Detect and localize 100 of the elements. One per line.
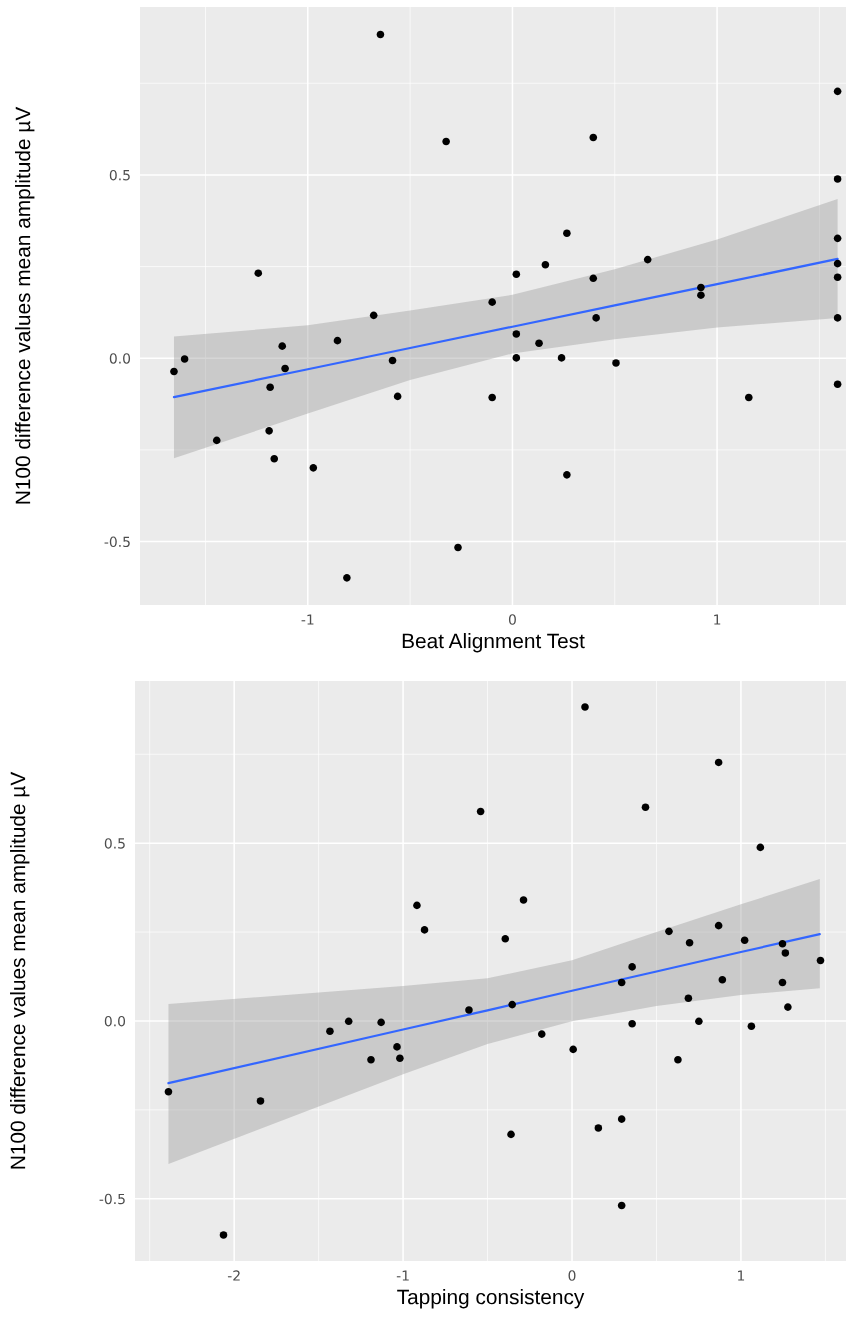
point [488,393,496,402]
point [281,364,289,373]
point [781,949,790,957]
point [643,255,652,264]
point [778,939,787,948]
point [326,1027,334,1036]
point [628,1020,636,1028]
x-axis-title: Beat Alignment Test [402,633,585,653]
point [388,356,397,365]
point [265,427,273,435]
y-axis-title: N100 difference values mean amplitude µV [15,106,35,504]
point [756,843,765,852]
point [420,926,429,934]
point [617,1201,626,1210]
point [535,339,543,348]
point [396,1054,404,1063]
point [557,354,566,362]
point [164,1087,173,1096]
point [617,1115,626,1123]
y-tick-label: -0.5 [99,1193,125,1205]
point [563,229,571,238]
point [270,454,279,463]
point [833,175,842,183]
point [413,901,421,910]
y-tick-label: 0.5 [109,169,130,181]
point [833,273,842,282]
point [778,978,787,987]
point [512,354,521,362]
point [519,896,528,904]
point [592,314,600,322]
point [465,1006,473,1014]
point [563,471,571,479]
point [833,234,842,243]
point [697,291,705,299]
point [393,392,402,401]
point [476,807,485,816]
point [665,927,673,936]
point [612,359,620,367]
x-tick-label: 1 [714,614,721,625]
point [254,269,263,277]
point [442,137,450,146]
x-tick-label: -1 [396,1270,409,1281]
point [278,342,287,350]
point [695,1017,703,1026]
point [569,1045,577,1054]
point [581,703,589,711]
x-tick-label: -2 [227,1270,240,1281]
point [816,956,825,965]
point [628,963,636,971]
y-tick-label: 0.5 [104,838,125,849]
point [180,355,189,363]
point [488,298,496,306]
y-tick-label: 0.0 [109,353,131,364]
point [512,330,521,338]
point [674,1055,682,1064]
point [508,1000,517,1009]
line-series [167,933,821,1085]
point [714,758,723,767]
point [170,367,178,376]
x-tick-label: 0 [568,1270,576,1281]
point [454,543,462,552]
point [833,380,842,389]
point [507,1130,515,1139]
y-tick-label: -0.5 [104,536,130,548]
point [740,936,749,945]
point [684,994,693,1003]
point [744,393,753,402]
x-tick-label: -1 [301,614,314,625]
point [685,938,694,947]
x-tick-label: 1 [738,1270,745,1281]
y-tick-label: 0.0 [104,1015,126,1027]
point [617,978,626,987]
point [833,87,842,96]
point [212,436,221,445]
point [833,259,842,268]
point [641,803,650,812]
point [501,935,510,943]
x-axis-title: Tapping consistency [397,1289,585,1309]
point [309,464,318,472]
point [589,274,598,283]
point [219,1231,228,1239]
point [594,1124,603,1132]
point [376,30,385,39]
point [714,921,723,930]
point [747,1022,756,1031]
point [833,314,842,322]
point [589,133,598,142]
point [367,1055,375,1064]
point [369,311,378,320]
point [718,975,727,984]
point [344,1017,353,1026]
point [541,260,550,269]
point [256,1097,265,1105]
point [266,383,274,392]
point [537,1030,546,1038]
y-axis-title: N100 difference values mean amplitude µV [10,771,30,1169]
point [377,1018,385,1027]
point [343,574,351,582]
point [512,270,521,279]
point [333,336,342,345]
